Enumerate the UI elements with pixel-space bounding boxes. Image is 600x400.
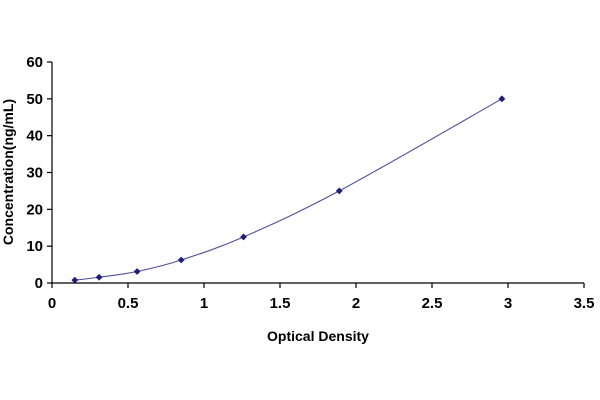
x-tick-label: 0.5 xyxy=(118,295,139,312)
x-tick-label: 1.5 xyxy=(270,295,291,312)
data-point xyxy=(335,187,343,195)
data-point xyxy=(240,233,247,241)
x-axis-ticks: 0 0.5 1 1.5 2 2.5 3 3.5 xyxy=(48,283,595,312)
data-point xyxy=(133,268,141,275)
x-tick-label: 3.5 xyxy=(574,295,595,312)
data-point xyxy=(177,256,185,264)
axes-layer xyxy=(51,62,584,284)
fit-curve-layer xyxy=(74,98,503,281)
x-tick-label: 0 xyxy=(48,295,56,312)
data-point xyxy=(71,276,79,284)
data-points-layer xyxy=(71,95,506,284)
x-tick-label: 2.5 xyxy=(422,295,443,312)
y-tick-label: 0 xyxy=(35,275,43,292)
y-axis-ticks: 0 10 20 30 40 50 60 xyxy=(26,54,52,292)
x-tick-label: 3 xyxy=(504,295,512,312)
y-tick-label: 40 xyxy=(26,128,43,145)
y-axis-title: Concentration(ng/mL) xyxy=(0,99,16,245)
data-point xyxy=(498,95,506,103)
x-tick-label: 1 xyxy=(200,295,208,312)
y-tick-label: 60 xyxy=(26,54,43,71)
x-tick-label: 2 xyxy=(352,295,360,312)
y-tick-label: 50 xyxy=(26,91,43,108)
x-axis-title: Optical Density xyxy=(267,328,369,344)
y-tick-label: 10 xyxy=(26,238,43,255)
data-point xyxy=(95,273,103,281)
y-tick-label: 20 xyxy=(26,201,43,218)
fit-curve xyxy=(74,98,503,281)
y-tick-label: 30 xyxy=(26,165,43,182)
